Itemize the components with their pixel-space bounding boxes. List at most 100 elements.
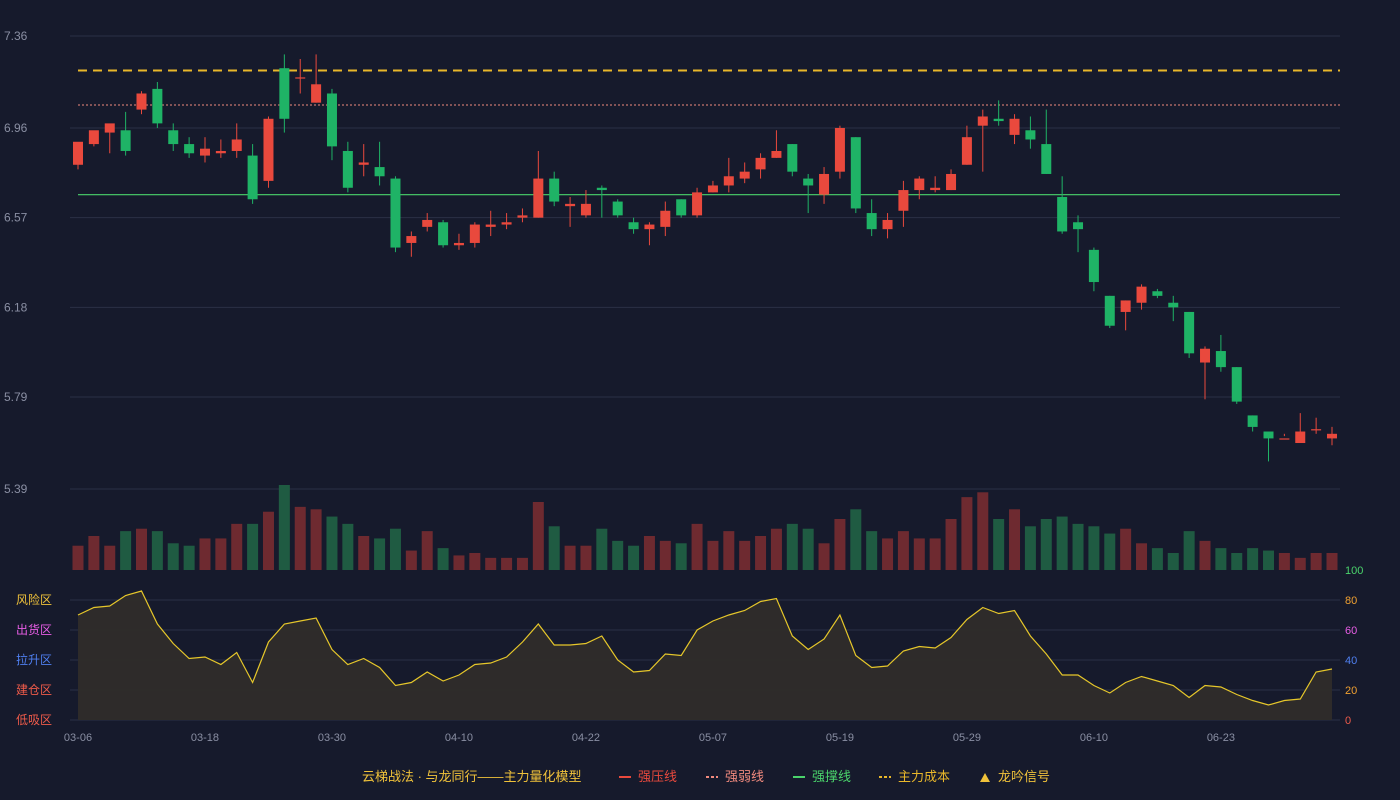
candle-body [676,199,687,216]
legend-model-title: 云梯战法 · 与龙同行——主力量化模型 [362,769,582,784]
candle-body [358,162,369,165]
candle-body [342,150,353,188]
volume-bar [786,523,798,570]
volume-bar [104,545,116,570]
grid-lines [70,35,1340,721]
volume-bar [993,519,1005,570]
legend-item-support[interactable]: 强撑线 [792,766,851,785]
candle-body [930,187,941,191]
candle-body [438,222,449,246]
volume-bar [405,550,417,570]
candle-body [247,155,258,200]
volume-bar [643,536,655,570]
legend-swatch-cost [878,770,892,785]
candle-body [485,224,496,227]
date-tick-label: 04-22 [572,732,600,744]
candle-body [596,187,607,191]
legend-item-resistance[interactable]: 强压线 [618,766,677,785]
candle-body [898,190,909,211]
date-tick-label: 06-10 [1080,732,1108,744]
volume-bar [675,543,687,570]
candle-body [644,224,655,230]
osc-tick-label: 0 [1345,715,1351,727]
volume-bar [628,545,640,570]
candle-body [787,144,798,172]
candle-body [136,93,147,110]
volume-bar [72,545,84,570]
candle-body [819,173,830,195]
volume-bar [739,540,751,570]
candle-body [1025,130,1036,140]
price-tick-label: 6.57 [4,211,28,225]
volume-bar [358,536,370,570]
volume-bar [278,485,290,570]
volume-bar [199,538,211,570]
volume-bar [215,538,227,570]
legend-label: 龙吟信号 [998,769,1051,784]
volume-bar [1009,509,1021,570]
volume-bar [1088,526,1100,570]
candle-body [184,144,195,154]
volume-bar [1247,548,1259,570]
oscillator-panel [77,590,1333,720]
legend-label: 强弱线 [725,769,765,784]
legend-item-cost[interactable]: 主力成本 [878,766,950,785]
candle-body [1088,249,1099,283]
legend-swatch-resistance [618,770,632,785]
volume-bar [1072,523,1084,570]
candle-body [295,77,306,79]
candle-body [263,118,274,181]
price-tick-label: 5.39 [4,482,28,496]
volume-bar [88,536,100,570]
candle-body [374,167,385,177]
volume-bar [596,528,608,570]
legend-item-weak[interactable]: 强弱线 [705,766,764,785]
legend-swatch-support [792,770,806,785]
candle-body [961,137,972,165]
volume-bar [961,497,973,570]
volume-bar [564,545,576,570]
legend-label: 主力成本 [898,769,951,784]
candle-body [88,130,99,145]
candle-body [517,215,528,218]
volume-bar [1199,540,1211,570]
date-tick-label: 05-19 [826,732,854,744]
volume-bar [183,545,195,570]
candle-body [469,224,480,243]
candle-body [628,222,639,230]
zone-label: 风险区 [16,592,52,607]
candle-body [1073,222,1084,230]
volume-bar [374,538,386,570]
candle-body [755,157,766,170]
candle-body [723,176,734,186]
candle-body [1231,367,1242,402]
candle-body [660,210,671,227]
volume-bar [135,528,147,570]
volume-bar [1136,543,1148,570]
volume-bar [501,557,513,570]
candle-body [834,127,845,172]
zone-label: 出货区 [16,622,52,637]
candle-body [771,150,782,158]
legend-item-signal[interactable]: 龙吟信号 [978,766,1050,785]
price-tick-label: 6.96 [4,121,28,135]
volume-bar [120,531,132,570]
date-tick-label: 06-23 [1207,732,1235,744]
chart-legend: 云梯战法 · 与龙同行——主力量化模型 强压线 强弱线 强撑线 主力成本 龙吟信… [0,766,1400,786]
volume-bar [897,531,909,570]
volume-bar [516,557,528,570]
volume-bar [770,528,782,570]
volume-bar [1215,548,1227,570]
volume-bar [262,511,274,570]
candle-body [1009,118,1020,135]
candle-body [1120,300,1131,312]
candle-body [565,203,576,207]
candle-body [803,178,814,186]
volume-bar [1183,531,1195,570]
date-tick-label: 04-10 [445,732,473,744]
candle-body [1279,438,1290,440]
volume-bar [310,509,322,570]
volume-bar [548,526,560,570]
legend-swatch-weak [705,770,719,785]
